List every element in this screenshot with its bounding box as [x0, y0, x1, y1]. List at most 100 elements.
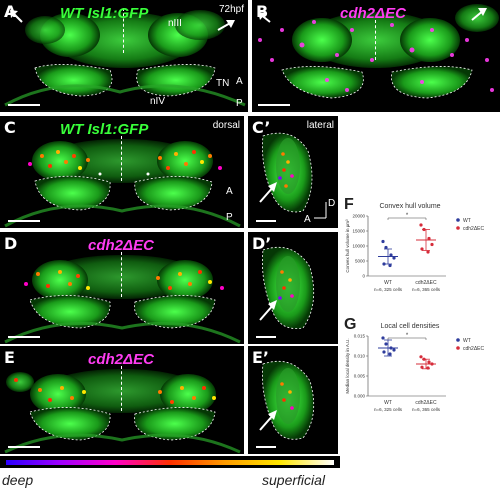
scalebar-a: [8, 104, 40, 106]
y-tick-label: 0.015: [354, 334, 366, 339]
data-point: [389, 253, 393, 257]
data-point: [388, 263, 392, 268]
scalebar-e: [8, 446, 40, 448]
panel-letter-g: G: [344, 316, 357, 333]
significance-marker: *: [406, 213, 409, 219]
legend-label: WT: [463, 218, 471, 224]
panel-d-prime: D’: [248, 232, 338, 344]
category-sublabel: n=6, 365 cells: [412, 287, 441, 292]
axis-a-top: A: [236, 76, 243, 87]
legend-marker: [456, 218, 460, 222]
depth-gradient: [6, 460, 334, 465]
data-point: [382, 262, 386, 266]
panel-title-a: WT Isl1:GFP: [60, 5, 149, 22]
micrograph-c: [4, 139, 241, 228]
data-point: [419, 223, 423, 227]
y-tick-label: 0.010: [354, 354, 366, 359]
view-label-c-prime: lateral: [306, 120, 334, 131]
micrograph-c-prime: [259, 132, 327, 219]
data-point: [384, 245, 388, 250]
category-label: WT: [384, 400, 392, 406]
panel-title-d: cdh2ΔEC: [88, 237, 154, 254]
label-tn: TN: [216, 78, 230, 89]
panel-e: E cdh2ΔEC: [0, 346, 244, 454]
colorbar-left-label: deep: [2, 472, 34, 488]
panel-title-c: WT Isl1:GFP: [60, 121, 149, 138]
chart-title: Local cell densities: [381, 323, 440, 330]
data-point: [392, 256, 396, 260]
panel-letter-b: B: [256, 2, 269, 21]
legend-marker: [456, 226, 460, 230]
micrograph-b: [258, 4, 499, 99]
midline-d: [121, 252, 122, 297]
scalebar-e-prime: [256, 446, 276, 448]
data-point: [427, 236, 431, 241]
data-point: [388, 352, 392, 356]
scalebar-c: [8, 220, 40, 222]
data-point: [422, 357, 426, 361]
panel-a: A WT Isl1:GFP 72hpf nIII nIV TN A P: [0, 0, 248, 112]
data-point: [389, 346, 393, 350]
micrograph-d-prime: [259, 246, 315, 329]
micrograph-a: [4, 10, 246, 107]
panel-b: B cdh2ΔEC: [252, 0, 500, 112]
colorbar-right-label: superficial: [262, 472, 326, 488]
axis-cp-d: D: [328, 198, 336, 209]
legend-label: cdh2ΔEC: [463, 226, 485, 232]
axis-a-bottom: P: [236, 98, 243, 109]
chart-f: Convex hull volume Convex hull volume in …: [342, 196, 500, 308]
panel-letter-c-prime: C’: [252, 118, 271, 137]
data-point: [382, 350, 386, 354]
panel-title-e: cdh2ΔEC: [88, 351, 154, 368]
panel-letter-f: F: [344, 196, 354, 213]
significance-marker: *: [406, 333, 409, 339]
category-label: cdh2ΔEC: [415, 280, 437, 286]
axis-c-top: A: [226, 186, 233, 197]
panel-letter-e: E: [4, 348, 15, 367]
y-axis-label: Median local density in A.U.: [345, 338, 350, 393]
legend-label: WT: [463, 338, 471, 344]
category-sublabel: n=6, 325 cells: [374, 407, 403, 412]
legend-label: cdh2ΔEC: [463, 346, 485, 352]
panel-c-prime: C’ lateral D A: [248, 116, 338, 228]
scalebar-b: [258, 104, 290, 106]
midline-b: [375, 20, 376, 60]
legend-marker: [456, 346, 460, 350]
y-tick-label: 20000: [352, 214, 365, 219]
data-point: [430, 362, 434, 366]
data-point: [427, 360, 431, 364]
y-axis-label: Convex hull volume in μm³: [345, 219, 350, 273]
midline-c: [121, 136, 122, 181]
data-point: [420, 247, 424, 251]
axis-c-bottom: P: [226, 212, 233, 223]
data-point: [426, 366, 430, 370]
panel-e-prime: E’: [248, 346, 338, 454]
scalebar-d: [8, 336, 40, 338]
category-label: cdh2ΔEC: [415, 400, 437, 406]
panel-c: C WT Isl1:GFP dorsal A P: [0, 116, 244, 228]
panel-letter-e-prime: E’: [252, 348, 270, 367]
y-tick-label: 0.005: [354, 374, 366, 379]
chart-g-svg: Local cell densities Median local density…: [345, 323, 485, 412]
panel-letter-a: A: [4, 2, 17, 21]
panel-title-b: cdh2ΔEC: [340, 5, 406, 22]
data-point: [422, 227, 426, 232]
scalebar-c-prime: [256, 220, 276, 222]
axis-cp-a: A: [304, 214, 311, 225]
scalebar-d-prime: [256, 336, 276, 338]
time-label-a: 72hpf: [218, 4, 244, 15]
panel-letter-c: C: [4, 118, 16, 137]
micrograph-e: [4, 369, 241, 454]
data-point: [419, 355, 423, 359]
y-tick-label: 0.000: [354, 394, 366, 399]
micrograph-e-prime: [259, 360, 315, 440]
y-tick-label: 10000: [352, 244, 365, 249]
chart-f-svg: Convex hull volume Convex hull volume in …: [345, 203, 485, 292]
depth-colorbar: [0, 456, 340, 468]
data-point: [381, 239, 385, 244]
y-tick-label: 5000: [355, 259, 366, 264]
view-label-c: dorsal: [212, 120, 240, 131]
legend-marker: [456, 338, 460, 342]
label-niv: nIV: [150, 96, 166, 107]
midline-e: [121, 366, 122, 411]
